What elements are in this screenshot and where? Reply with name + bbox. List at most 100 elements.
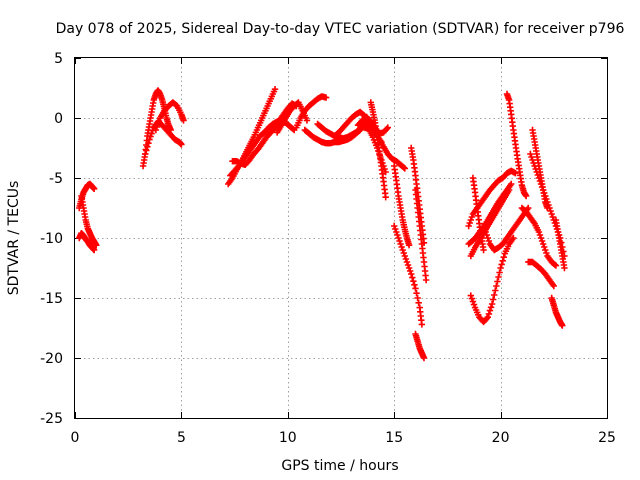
data-point <box>508 180 515 188</box>
x-tick-label: 10 <box>279 430 297 446</box>
data-point <box>412 285 419 292</box>
data-point <box>405 242 413 249</box>
data-point <box>413 290 420 297</box>
series-arc-17 <box>367 99 389 201</box>
data-point <box>493 282 500 290</box>
data-point <box>532 165 539 173</box>
data-point <box>147 133 154 140</box>
series-arc-31 <box>518 204 560 269</box>
data-point <box>510 234 517 242</box>
data-point <box>539 240 547 248</box>
data-point <box>529 156 536 164</box>
series-arc-32 <box>525 258 557 290</box>
series-arc-36 <box>548 294 566 329</box>
series-arc-11 <box>293 93 330 131</box>
data-point <box>467 292 475 299</box>
data-point <box>383 125 390 132</box>
series-arc-30 <box>503 90 530 200</box>
data-point <box>382 194 389 201</box>
data-point <box>497 264 504 272</box>
x-axis-ticks: 0 5 10 15 20 25 <box>71 58 616 446</box>
data-point <box>527 150 534 158</box>
data-point <box>391 222 398 230</box>
data-point <box>402 255 410 263</box>
data-point <box>492 287 499 294</box>
data-point <box>403 258 411 266</box>
data-point <box>465 222 472 230</box>
y-tick-label: -25 <box>40 411 63 427</box>
data-point <box>536 177 544 185</box>
data-point <box>143 147 150 154</box>
series-arc-6 <box>152 99 187 134</box>
data-point <box>559 322 566 329</box>
data-point <box>154 120 162 128</box>
data-point <box>468 213 476 221</box>
y-tick-label: 0 <box>54 111 63 127</box>
data-point <box>543 249 550 257</box>
data-point <box>534 171 542 179</box>
data-point <box>155 117 163 125</box>
data-point <box>148 130 155 137</box>
data-point <box>484 314 492 321</box>
data-point <box>522 192 530 200</box>
data-point <box>396 237 403 245</box>
data-point <box>543 195 550 203</box>
x-tick-label: 5 <box>177 430 186 446</box>
data-point <box>547 207 554 215</box>
series-arc-19 <box>391 162 413 249</box>
data-point <box>542 192 549 200</box>
data-point <box>541 189 548 197</box>
data-point <box>466 219 473 227</box>
data-point <box>536 231 544 239</box>
data-point <box>537 180 545 188</box>
data-point <box>410 278 417 285</box>
data-point <box>495 273 502 281</box>
x-tick-label: 25 <box>598 430 616 446</box>
data-point <box>500 254 507 261</box>
data-point <box>395 234 402 242</box>
data-point <box>550 282 557 290</box>
data-point <box>548 210 555 218</box>
data-point <box>538 183 546 191</box>
data-point <box>483 231 490 239</box>
data-point <box>406 267 414 275</box>
data-point <box>90 246 98 254</box>
data-point <box>535 228 543 236</box>
data-point <box>142 150 149 158</box>
data-point <box>146 136 153 143</box>
x-tick-label: 15 <box>385 430 403 446</box>
series-arc-35 <box>552 216 568 272</box>
data-point <box>480 246 487 254</box>
data-point <box>531 162 538 170</box>
data-point <box>546 204 553 212</box>
series-arc-28 <box>467 234 517 326</box>
data-point <box>93 242 100 249</box>
data-point <box>505 186 513 194</box>
data-point <box>541 243 548 251</box>
data-point <box>469 298 477 305</box>
data-point <box>494 278 501 285</box>
data-point <box>530 159 537 167</box>
data-point <box>153 123 161 131</box>
data-point <box>422 276 430 284</box>
data-series <box>76 86 568 362</box>
y-tick-label: -5 <box>49 171 63 187</box>
data-point <box>489 296 497 303</box>
data-point <box>552 262 560 269</box>
data-point <box>488 300 496 308</box>
data-point <box>400 164 407 171</box>
data-point <box>539 186 547 194</box>
data-point <box>398 243 405 251</box>
y-tick-label: -20 <box>40 351 63 367</box>
series-arc-18 <box>376 136 409 172</box>
series-arc-34 <box>527 150 568 260</box>
data-point <box>180 117 187 124</box>
series-arc-22 <box>412 186 430 284</box>
y-axis-ticks: -25 -20 -15 -10 -5 0 5 <box>40 51 607 427</box>
data-point <box>401 165 409 172</box>
data-point <box>409 274 416 281</box>
data-point <box>408 270 415 278</box>
x-axis-label: GPS time / hours <box>281 458 398 474</box>
y-tick-label: -15 <box>40 291 63 307</box>
